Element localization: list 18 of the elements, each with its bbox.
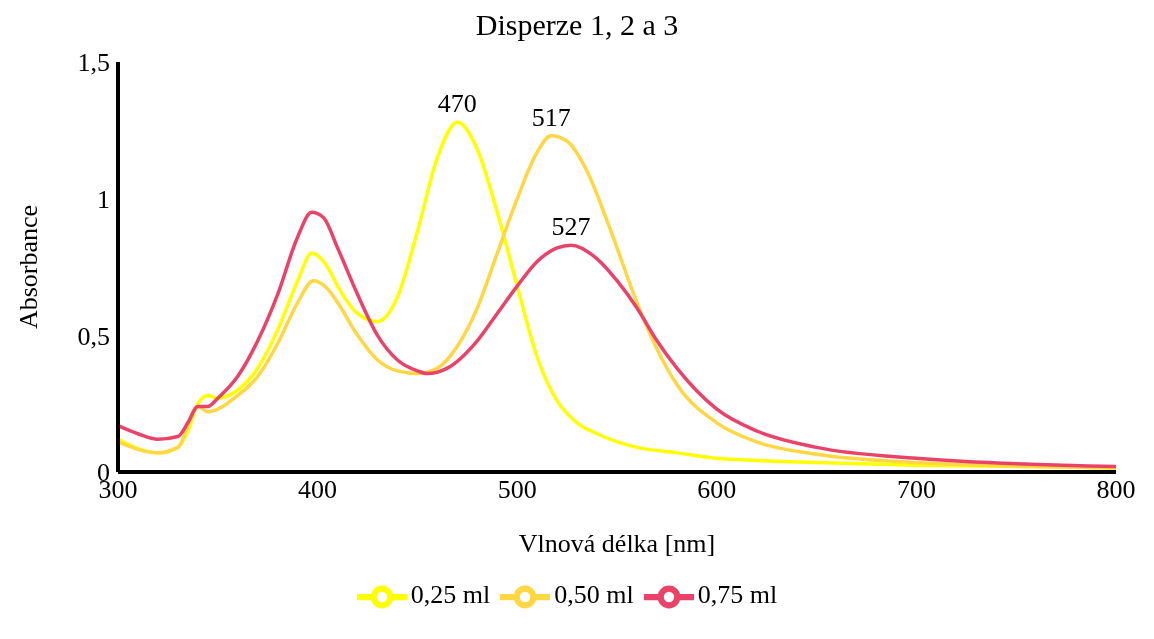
x-tick-label: 600 <box>697 475 737 505</box>
x-tick-label: 800 <box>1096 475 1136 505</box>
annotation: 517 <box>531 102 571 132</box>
line-series <box>118 210 1116 469</box>
y-axis-title: Absorbance <box>14 204 44 330</box>
legend-label: 0,50 ml <box>554 579 634 609</box>
x-tick-label: 400 <box>298 475 338 505</box>
y-tick-label: 0,5 <box>77 321 110 351</box>
y-tick-label: 1 <box>97 184 110 214</box>
legend-label: 0,25 ml <box>410 579 491 609</box>
x-tick-label: 700 <box>896 475 936 505</box>
annotation: 527 <box>551 212 591 242</box>
legend-label: 0,75 ml <box>697 579 778 609</box>
x-axis-title: Vlnová délka [nm] <box>518 529 716 558</box>
annotation: 470 <box>437 89 477 119</box>
x-tick-label: 500 <box>497 475 537 505</box>
y-tick-label: 1,5 <box>77 48 110 78</box>
chart-title: Disperze 1, 2 a 3 <box>474 8 680 42</box>
